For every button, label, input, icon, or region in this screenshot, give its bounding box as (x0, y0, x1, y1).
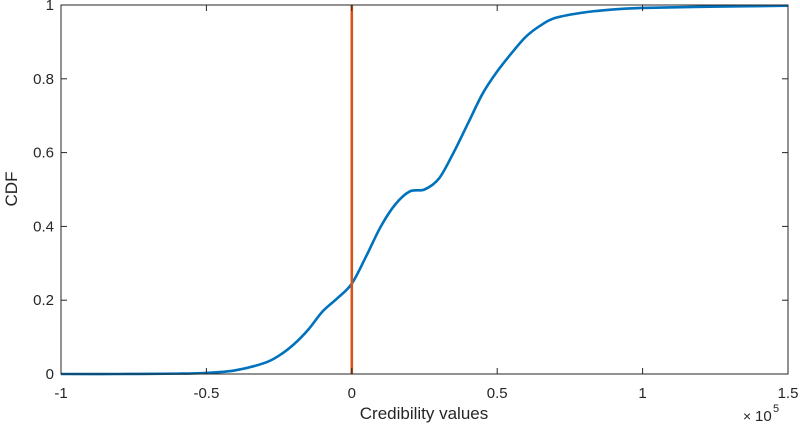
y-axis-label: CDF (2, 172, 21, 207)
x-tick-label: 0.5 (487, 385, 508, 402)
y-tick-labels: 0 0.2 0.4 0.6 0.8 1 (33, 0, 54, 383)
y-tick-label: 0 (46, 366, 54, 383)
cdf-series-line (60, 4, 789, 376)
ticks-layer (60, 4, 789, 375)
x-tick-labels: -1 -0.5 0 0.5 1 1.5 (54, 385, 798, 402)
x-exponent-power: 5 (773, 403, 779, 415)
x-tick-label: 0 (348, 385, 356, 402)
x-tick-label: -1 (54, 385, 67, 402)
x-exponent-base: 10 (755, 408, 772, 425)
plot-area (60, 4, 789, 376)
x-tick-label: 1 (638, 385, 646, 402)
series-layer (60, 4, 789, 376)
y-tick-label: 0.4 (33, 218, 54, 235)
x-axis-label: Credibility values (360, 404, 489, 423)
axes-box (60, 4, 789, 375)
y-tick-label: 1 (46, 0, 54, 14)
x-tick-label: -0.5 (193, 385, 219, 402)
y-tick-label: 0.8 (33, 71, 54, 88)
y-tick-label: 0.6 (33, 145, 54, 162)
y-tick-label: 0.2 (33, 292, 54, 309)
x-exponent-multiplier: × (743, 408, 751, 424)
x-tick-label: 1.5 (778, 385, 799, 402)
x-axis-exponent: × 10 5 (743, 403, 779, 425)
